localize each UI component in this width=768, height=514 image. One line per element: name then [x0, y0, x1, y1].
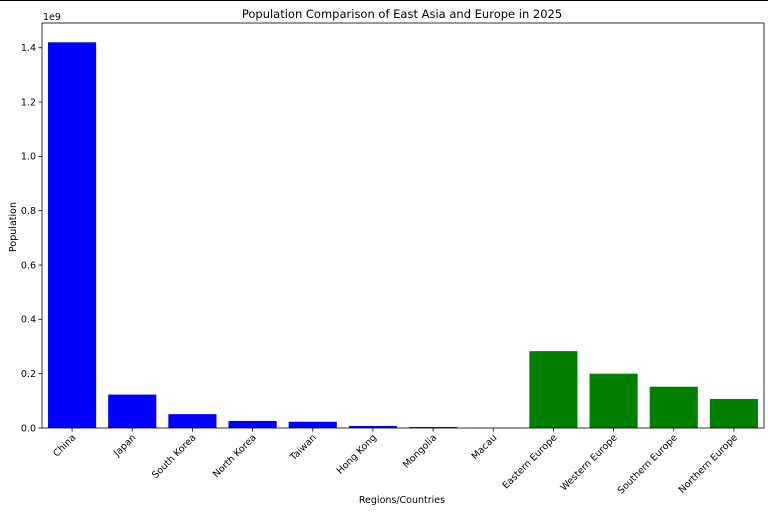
x-tick-label: Mongolia [401, 432, 439, 470]
x-tick-label: Eastern Europe [500, 432, 559, 491]
x-tick-label: Taiwan [288, 432, 319, 463]
bar-western-europe [589, 373, 638, 428]
bar-north-korea [228, 420, 277, 428]
y-offset-label: 1e9 [43, 12, 61, 23]
y-tick-label: 1.2 [21, 97, 36, 108]
bar-eastern-europe [529, 351, 578, 428]
y-tick-label: 0.4 [21, 315, 36, 326]
bar-south-korea [168, 414, 217, 428]
y-tick-label: 1.4 [21, 43, 36, 54]
top-border-line [0, 0, 768, 1]
bar-northern-europe [709, 398, 758, 428]
x-tick-label: Japan [111, 432, 138, 459]
x-tick-label: Northern Europe [677, 432, 740, 495]
x-tick-label: North Korea [211, 432, 259, 480]
x-tick-label: Southern Europe [616, 432, 680, 496]
bar-hong-kong [348, 425, 397, 428]
bar-taiwan [288, 421, 337, 428]
y-tick-label: 0.6 [21, 260, 36, 271]
bar-mongolia [409, 427, 458, 428]
x-tick-label: China [51, 432, 78, 459]
chart-title: Population Comparison of East Asia and E… [242, 7, 562, 21]
y-tick-label: 0.8 [21, 206, 36, 217]
x-axis-label: Regions/Countries [359, 495, 445, 506]
x-tick-label: Macau [470, 432, 500, 462]
y-axis-label: Population [8, 202, 19, 252]
x-tick-label: Western Europe [559, 432, 620, 493]
y-tick-label: 1.0 [21, 152, 36, 163]
y-tick-label: 0.0 [21, 423, 36, 434]
x-tick-label: South Korea [150, 432, 198, 480]
axes-frame [41, 22, 765, 429]
bar-southern-europe [649, 386, 698, 428]
y-tick-label: 0.2 [21, 369, 36, 380]
bar-japan [108, 394, 157, 428]
plot-area: 0.0 0.2 0.4 0.6 0.8 1.0 1.2 1.4 China Japan South … [21, 22, 765, 496]
bar-china [48, 42, 97, 428]
x-tick-label: Hong Kong [335, 432, 379, 476]
